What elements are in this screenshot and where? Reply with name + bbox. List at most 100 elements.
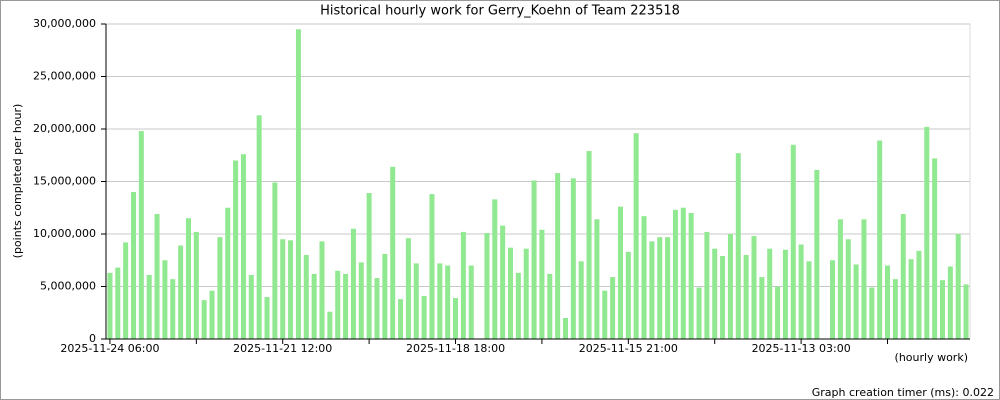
x-tick-label: 2025-11-24 06:00 [60, 342, 159, 355]
bar [398, 299, 404, 339]
bar [288, 240, 294, 339]
y-tick-label: 0 [89, 332, 96, 345]
bar [885, 265, 891, 339]
bar [539, 229, 545, 339]
bar [649, 241, 655, 339]
bar [508, 247, 514, 339]
bar [610, 277, 616, 339]
bar [900, 214, 906, 339]
bar [680, 207, 686, 339]
bar [892, 279, 898, 339]
bar [123, 242, 129, 339]
y-axis-label: (points completed per hour) [11, 104, 24, 259]
bar [672, 209, 678, 339]
bar [735, 153, 741, 339]
bar [767, 248, 773, 339]
bar [665, 237, 671, 339]
bar [130, 192, 136, 339]
bar [193, 231, 199, 339]
bar [696, 287, 702, 339]
bar [390, 166, 396, 339]
bar [209, 290, 215, 339]
bar [295, 29, 301, 339]
bar [594, 219, 600, 339]
bar [625, 251, 631, 339]
y-tick-label: 20,000,000 [33, 122, 96, 135]
x-tick-label: 2025-11-18 18:00 [406, 342, 505, 355]
bar [201, 300, 207, 339]
bar [366, 193, 372, 339]
bar [633, 133, 639, 339]
bar [445, 265, 451, 339]
bar [280, 239, 286, 339]
footer: Graph creation timer (ms): 0.022 [812, 386, 994, 399]
bar [484, 232, 490, 339]
bar [382, 253, 388, 339]
bar [429, 194, 435, 339]
bar [233, 160, 239, 339]
x-tick-label: 2025-11-13 03:00 [752, 342, 851, 355]
bar [421, 295, 427, 339]
bar [515, 272, 521, 339]
bar [782, 249, 788, 339]
bar [303, 255, 309, 339]
y-tick-label: 5,000,000 [40, 280, 96, 293]
bar [272, 182, 278, 339]
bar [853, 264, 859, 339]
bar [688, 213, 694, 339]
bar [861, 219, 867, 339]
bar [775, 286, 781, 339]
bar [523, 248, 529, 339]
bar [602, 290, 608, 339]
bar [751, 236, 757, 339]
bar [924, 126, 930, 340]
bar [641, 216, 647, 339]
bar [256, 115, 262, 339]
bar [405, 238, 411, 339]
bar [248, 274, 254, 339]
bar [374, 278, 380, 339]
bar [759, 277, 765, 339]
y-tick-label: 10,000,000 [33, 227, 96, 240]
bar [837, 219, 843, 339]
bar [547, 273, 553, 339]
bar [555, 173, 561, 339]
bar [586, 151, 592, 339]
bar [350, 228, 356, 339]
bar [798, 244, 804, 339]
bar [311, 273, 317, 339]
bar [146, 274, 152, 339]
bar [720, 256, 726, 339]
bar [358, 262, 364, 339]
bar [947, 266, 953, 339]
bar [562, 318, 568, 339]
bar [240, 154, 246, 339]
bar [453, 298, 459, 339]
bar [138, 131, 144, 339]
bar [468, 265, 474, 339]
y-tick-label: 25,000,000 [33, 70, 96, 83]
bar [570, 178, 576, 339]
bar [743, 255, 749, 339]
bar [869, 287, 875, 339]
bar [877, 140, 883, 339]
y-tick-label: 30,000,000 [33, 17, 96, 30]
bar [531, 180, 537, 339]
x-axis-label: (hourly work) [895, 351, 968, 364]
bar [154, 214, 160, 339]
bar [225, 207, 231, 339]
bar [492, 199, 498, 339]
bar [500, 225, 506, 339]
bar [264, 297, 270, 339]
y-tick-label: 15,000,000 [33, 175, 96, 188]
bar [814, 169, 820, 339]
bar [578, 261, 584, 339]
bar [830, 260, 836, 339]
bar [932, 158, 938, 339]
bar [908, 259, 914, 339]
bar [185, 218, 191, 339]
bar [178, 245, 184, 339]
bar [955, 234, 961, 339]
bar [217, 237, 223, 339]
bar [940, 280, 946, 339]
